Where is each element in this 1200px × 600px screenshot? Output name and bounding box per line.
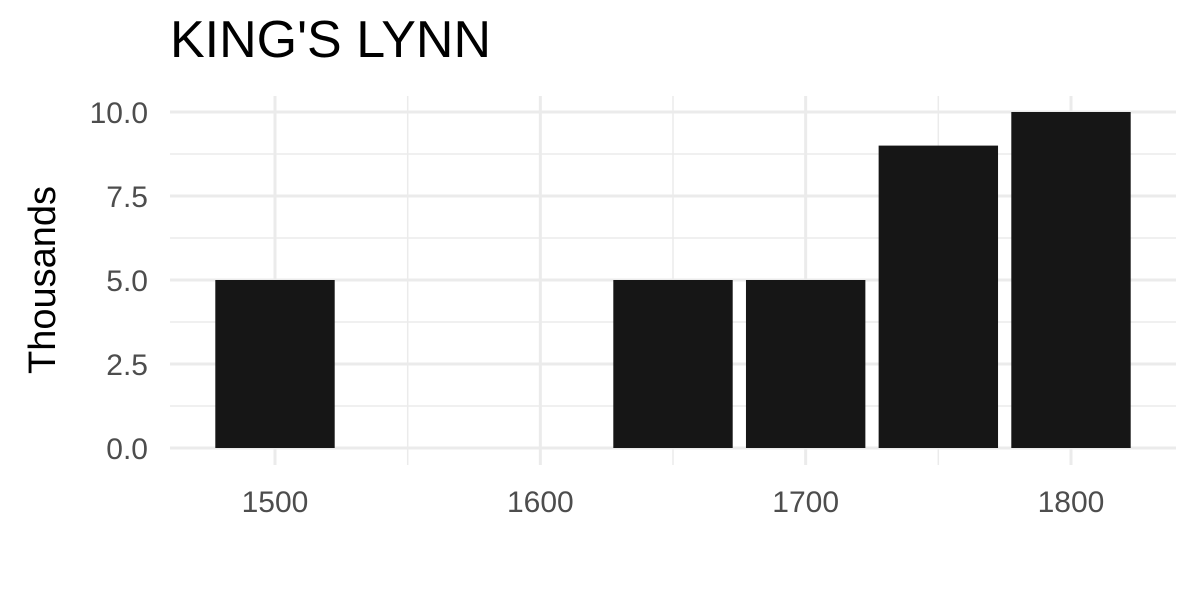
y-tick-label: 10.0 [90, 97, 148, 130]
y-tick-label: 2.5 [106, 349, 148, 382]
x-tick-label: 1600 [507, 486, 574, 519]
x-tick-labels: 1500 1600 1700 1800 [242, 486, 1105, 519]
bar-1700 [745, 280, 866, 448]
x-tick-label: 1500 [242, 486, 309, 519]
y-tick-labels: 0.0 2.5 5.0 7.5 10.0 [90, 97, 148, 466]
y-tick-label: 7.5 [106, 181, 148, 214]
y-tick-label: 0.0 [106, 433, 148, 466]
y-axis-title: Thousands [22, 186, 64, 374]
bar-1750 [878, 145, 999, 448]
y-tick-label: 5.0 [106, 265, 148, 298]
bar-1800 [1011, 112, 1131, 448]
chart-title: KING'S LYNN [170, 11, 492, 69]
bars [215, 112, 1131, 448]
x-tick-label: 1800 [1038, 486, 1105, 519]
bar-1650 [613, 280, 733, 448]
bar-1500 [215, 280, 335, 448]
x-tick-label: 1700 [772, 486, 839, 519]
